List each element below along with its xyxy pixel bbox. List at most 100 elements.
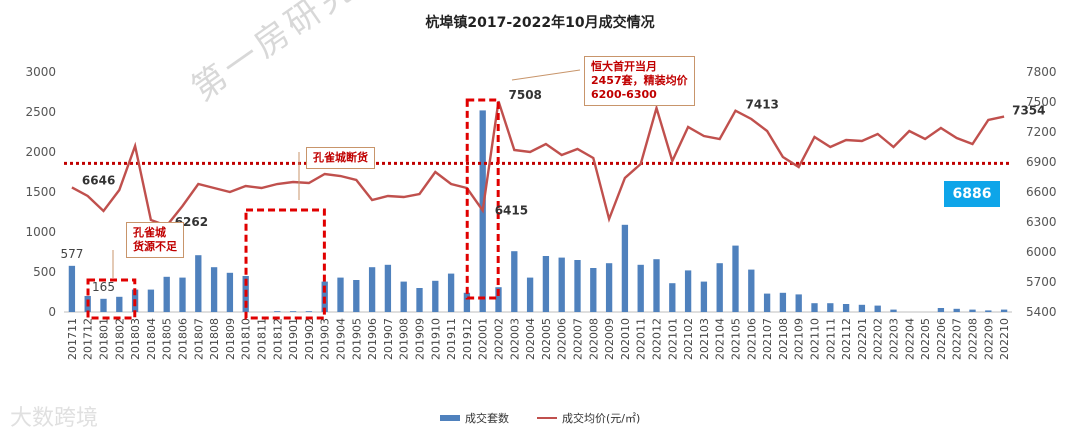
bar <box>432 280 439 312</box>
bar <box>716 263 723 312</box>
bar <box>811 303 818 312</box>
bar <box>985 310 992 312</box>
x-tick-label: 202004 <box>524 318 537 360</box>
legend-item-units: 成交套数 <box>465 412 509 425</box>
x-tick-label: 201911 <box>445 318 458 360</box>
bar <box>305 311 313 312</box>
bar <box>858 304 866 312</box>
x-tick-label: 202003 <box>508 318 521 360</box>
legend-item-price: 成交均价(元/㎡) <box>562 412 641 425</box>
x-tick-label: 202009 <box>603 318 616 360</box>
y-right-tick-label: 6900 <box>1026 155 1057 169</box>
highlight-box <box>465 98 500 300</box>
x-tick-label: 202109 <box>793 318 806 360</box>
x-tick-label: 202007 <box>572 318 585 360</box>
x-tick-label: 201907 <box>382 318 395 360</box>
y-left-tick-label: 1000 <box>25 225 56 239</box>
bar <box>163 276 170 312</box>
y-right-tick-label: 7200 <box>1026 125 1057 139</box>
x-tick-label: 202111 <box>824 318 837 360</box>
x-tick-label: 202207 <box>951 318 964 360</box>
x-tick-label: 202012 <box>651 318 664 360</box>
bar <box>748 269 755 312</box>
bar <box>195 255 202 312</box>
x-tick-label: 202205 <box>919 318 932 360</box>
x-tick-label: 202011 <box>635 318 648 360</box>
bar <box>637 264 644 312</box>
bar <box>511 251 518 312</box>
x-tick-label: 201805 <box>161 318 174 360</box>
bar <box>937 308 945 312</box>
x-tick-label: 202112 <box>840 318 853 360</box>
x-tick-label: 201806 <box>177 318 190 360</box>
bar <box>447 273 455 312</box>
bar <box>384 264 392 312</box>
y-right-tick-label: 6600 <box>1026 185 1057 199</box>
data-label: 165 <box>92 280 115 294</box>
price-line <box>71 100 1005 228</box>
x-tick-label: 201901 <box>287 318 300 360</box>
reference-value-badge: 6886 <box>944 181 1000 207</box>
x-tick-label: 202105 <box>730 318 743 360</box>
y-right-tick-label: 6300 <box>1026 215 1057 229</box>
annotation-line: 2457套，精装均价 <box>591 74 688 87</box>
x-tick-label: 201902 <box>303 318 316 360</box>
x-tick-label: 201905 <box>350 318 363 360</box>
bar <box>495 287 502 312</box>
x-tick-label: 201908 <box>398 318 411 360</box>
bar <box>842 304 850 312</box>
data-label: 7508 <box>509 88 542 102</box>
y-right-tick-label: 7500 <box>1026 95 1057 109</box>
x-tick-label: 201912 <box>461 318 474 360</box>
data-label: 6415 <box>495 204 528 218</box>
x-tick-label: 202101 <box>666 318 679 360</box>
chart-title: 杭埠镇2017-2022年10月成交情况 <box>425 14 654 31</box>
annotation-kongque-out: 孔雀城断货 <box>306 147 375 169</box>
bar <box>795 294 802 312</box>
bar <box>874 305 881 312</box>
bar <box>558 257 565 312</box>
y-left-tick-label: 2000 <box>25 145 56 159</box>
x-tick-label: 201906 <box>366 318 379 360</box>
bar <box>732 245 739 312</box>
bar <box>653 259 660 312</box>
x-tick-label: 202002 <box>493 318 506 360</box>
legend-swatch-line <box>537 417 557 419</box>
x-tick-label: 201812 <box>271 318 284 360</box>
x-tick-label: 201803 <box>129 318 142 360</box>
x-tick-label: 202106 <box>745 318 758 360</box>
bar <box>226 272 234 312</box>
bar <box>1000 309 1008 312</box>
bar <box>779 292 787 312</box>
y-right-tick-label: 7800 <box>1026 65 1057 79</box>
bar <box>68 265 76 312</box>
logo-text: 大数跨境 <box>10 406 99 431</box>
legend: 成交套数 成交均价(元/㎡) <box>440 410 640 426</box>
x-tick-label: 201808 <box>208 318 221 360</box>
bar <box>368 267 376 312</box>
y-right-tick-label: 5700 <box>1026 275 1057 289</box>
x-tick-label: 202102 <box>682 318 695 360</box>
data-label: 577 <box>60 247 83 261</box>
x-tick-label: 201807 <box>192 318 205 360</box>
annotation-pointer <box>511 69 581 81</box>
x-tick-label: 202204 <box>903 318 916 360</box>
annotation-hengda: 恒大首开当月 2457套，精装均价 6200-6300 <box>584 56 695 106</box>
bar <box>289 311 297 312</box>
bar <box>890 309 897 312</box>
bar <box>416 288 423 312</box>
x-tick-label: 201711 <box>66 318 79 360</box>
y-left-tick-label: 500 <box>33 265 56 279</box>
x-tick-label: 202209 <box>982 318 995 360</box>
x-tick-label: 201801 <box>98 318 111 360</box>
bar <box>147 289 155 312</box>
bar <box>116 296 123 312</box>
bar <box>763 293 771 312</box>
x-tick-label: 201802 <box>113 318 126 360</box>
highlight-box <box>86 278 137 320</box>
y-left-tick-label: 2500 <box>25 105 56 119</box>
x-tick-label: 201909 <box>414 318 427 360</box>
x-tick-label: 201810 <box>240 318 253 360</box>
bar <box>669 283 676 312</box>
